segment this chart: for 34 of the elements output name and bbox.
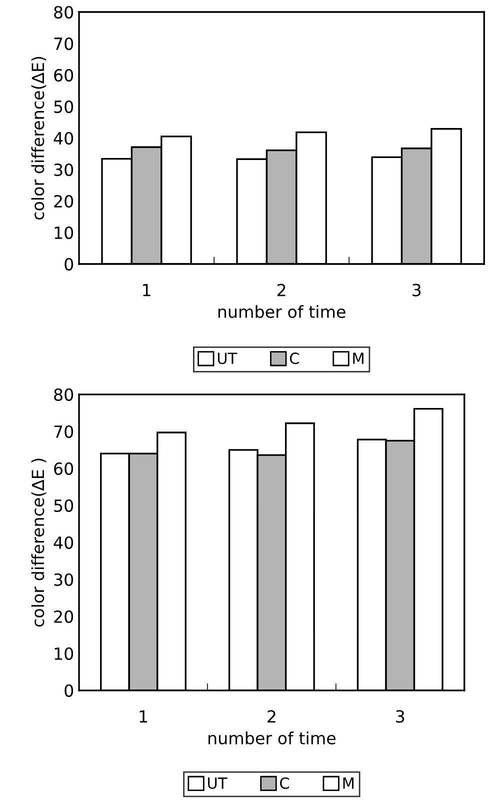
legend-label: UT <box>208 778 228 789</box>
y-tick-label: 70 <box>54 37 74 50</box>
legend-label: C <box>280 777 290 789</box>
y-tick-label: 0 <box>64 684 74 697</box>
x-tick-label: 2 <box>278 284 286 296</box>
x-tick-label: 2 <box>268 710 276 723</box>
y-tick-label: 80 <box>54 388 74 401</box>
x-tick-label: 3 <box>412 284 421 296</box>
x-axis-title: number of time <box>208 732 336 744</box>
y-tick-label: 60 <box>54 462 74 475</box>
y-tick-label: 50 <box>54 100 74 114</box>
legend-label: UT <box>218 352 238 364</box>
y-tick-label: 10 <box>54 647 74 660</box>
x-tick-label: 1 <box>140 710 148 723</box>
y-axis-title: color difference(∆E) <box>31 56 46 220</box>
y-tick-label: 40 <box>54 132 74 145</box>
legend-label: M <box>353 352 364 364</box>
y-tick-label: 60 <box>54 68 74 82</box>
x-axis-title: number of time <box>218 305 346 318</box>
y-tick-label: 0 <box>64 258 74 271</box>
legend-label: C <box>290 352 299 364</box>
y-tick-label: 40 <box>54 536 74 549</box>
y-tick-label: 80 <box>54 6 74 19</box>
y-tick-label: 20 <box>54 194 74 208</box>
legend-label: M <box>343 778 354 789</box>
y-tick-label: 20 <box>54 610 74 623</box>
x-tick-label: 1 <box>143 284 150 296</box>
y-tick-label: 50 <box>54 499 74 512</box>
y-axis-title: color difference(∆E ) <box>31 458 46 627</box>
y-tick-label: 30 <box>54 163 74 176</box>
x-tick-label: 3 <box>396 710 404 723</box>
y-tick-label: 30 <box>54 573 74 586</box>
y-tick-label: 70 <box>54 425 74 438</box>
y-tick-label: 10 <box>54 226 74 240</box>
